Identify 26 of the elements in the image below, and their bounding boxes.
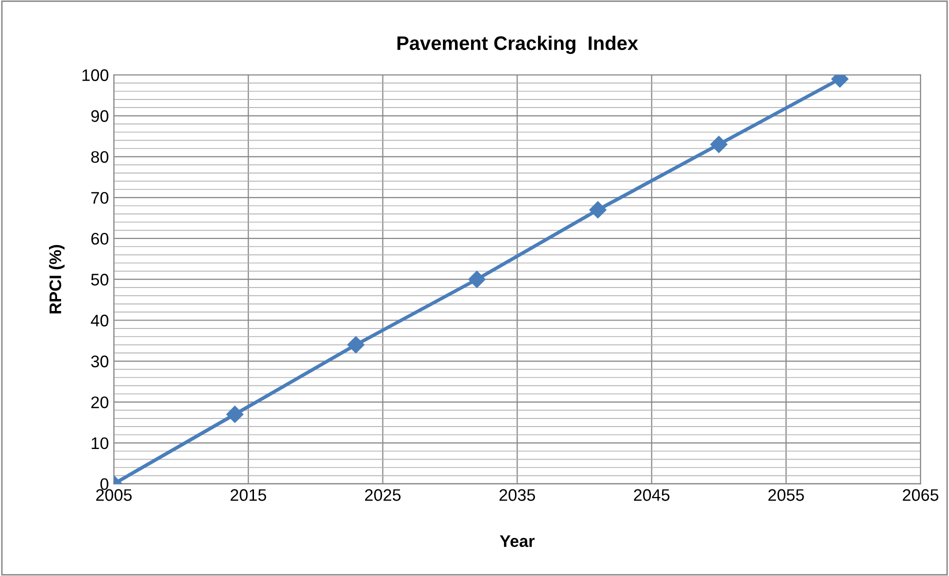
- y-tick-label: 10: [92, 437, 108, 450]
- point: [226, 406, 244, 423]
- x-axis-title: Year: [500, 535, 535, 548]
- point: [347, 336, 364, 354]
- y-tick-label: 100: [82, 69, 108, 82]
- y-tick-label: 50: [91, 274, 108, 286]
- x-tick-label: 2055: [768, 489, 804, 501]
- x-tick-label: 2045: [634, 489, 670, 501]
- y-tick-label: 20: [91, 396, 108, 408]
- y-tick-label: 0: [100, 478, 108, 490]
- x-tick-label: 2005: [96, 489, 132, 501]
- y-tick-label: 70: [91, 192, 108, 204]
- x-tick-label: 2065: [902, 489, 938, 501]
- y-tick-label: 90: [91, 110, 108, 122]
- point: [589, 201, 606, 218]
- chart-title: Pavement Cracking Index: [397, 36, 638, 54]
- y-tick-label: 40: [90, 314, 108, 326]
- point: [710, 136, 728, 153]
- y-tick-label: 80: [91, 151, 108, 163]
- x-tick-label: 2035: [500, 489, 536, 501]
- y-tick-label: 30: [91, 356, 108, 368]
- y-tick-label: 60: [91, 232, 108, 245]
- point: [468, 270, 486, 288]
- x-tick-label: 2025: [365, 489, 401, 501]
- x-tick-label: 2015: [230, 489, 266, 501]
- y-axis-title: RPCI (%): [49, 245, 65, 314]
